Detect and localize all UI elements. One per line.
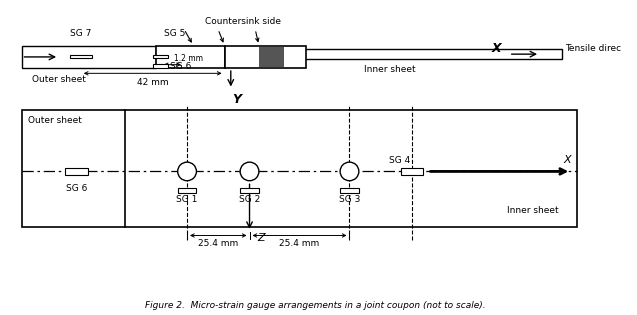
Text: Figure 2.  Micro-strain gauge arrangements in a joint coupon (not to scale).: Figure 2. Micro-strain gauge arrangement…	[145, 301, 485, 310]
Text: 25.4 mm: 25.4 mm	[198, 239, 238, 248]
Text: 25.4 mm: 25.4 mm	[280, 239, 320, 248]
Bar	[224, 46, 306, 68]
Text: SG 3: SG 3	[339, 195, 360, 203]
Bar	[22, 110, 578, 227]
Text: Outer sheet: Outer sheet	[28, 116, 82, 125]
Bar	[69, 55, 92, 59]
Bar	[340, 187, 359, 193]
Bar	[156, 49, 562, 60]
Text: Z: Z	[257, 233, 264, 243]
Bar	[154, 55, 168, 59]
Text: SG 2: SG 2	[239, 195, 260, 203]
Text: Inner sheet: Inner sheet	[507, 206, 559, 215]
Bar	[259, 47, 284, 66]
Text: Y: Y	[233, 93, 241, 106]
Bar	[401, 168, 423, 175]
Text: X: X	[492, 43, 501, 55]
Bar	[65, 168, 88, 175]
Bar	[154, 64, 168, 68]
Text: SG 6: SG 6	[66, 184, 87, 193]
Text: 1.2 mm: 1.2 mm	[175, 54, 203, 63]
Bar	[156, 46, 224, 68]
Text: SG 4: SG 4	[389, 156, 411, 165]
Bar	[22, 46, 156, 68]
Text: Tensile direc: Tensile direc	[565, 43, 621, 53]
Text: X: X	[564, 155, 571, 165]
Text: SG 6: SG 6	[169, 62, 191, 71]
Bar	[178, 187, 196, 193]
Ellipse shape	[240, 162, 259, 181]
Bar	[240, 187, 259, 193]
Ellipse shape	[178, 162, 196, 181]
Text: Countersink side: Countersink side	[205, 17, 282, 26]
Text: 42 mm: 42 mm	[137, 78, 169, 87]
Text: SG 7: SG 7	[70, 29, 92, 38]
Ellipse shape	[340, 162, 359, 181]
Text: Inner sheet: Inner sheet	[364, 65, 416, 74]
Text: SG 1: SG 1	[176, 195, 197, 203]
Text: SG 5: SG 5	[164, 29, 185, 38]
Text: Outer sheet: Outer sheet	[32, 76, 86, 84]
